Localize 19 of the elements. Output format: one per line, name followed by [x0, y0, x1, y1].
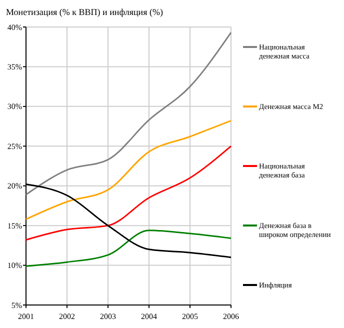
chart-title: Монетизация (% к ВВП) и инфляция (%): [6, 7, 163, 17]
y-tick-label: 20%: [7, 182, 22, 191]
x-tick-label: 2001: [18, 312, 34, 321]
line-series: [25, 145, 232, 241]
y-tick-label: 25%: [7, 142, 22, 151]
y-tick-label: 35%: [7, 62, 22, 72]
y-tick-label: 30%: [7, 102, 22, 112]
x-tick-label: 2006: [223, 312, 239, 321]
y-tick-label: 10%: [7, 261, 22, 270]
line-series: [25, 32, 232, 196]
y-tick-label: 15%: [7, 221, 22, 230]
y-tick-label: 5%: [11, 300, 22, 310]
x-tick-label: 2005: [182, 312, 198, 321]
line-series: [25, 120, 232, 220]
x-tick-label: 2004: [141, 312, 157, 321]
x-tick-label: 2003: [100, 312, 116, 321]
x-tick-label: 2002: [59, 312, 75, 321]
y-tick-label: 40%: [7, 22, 22, 32]
line-series: [25, 230, 232, 267]
